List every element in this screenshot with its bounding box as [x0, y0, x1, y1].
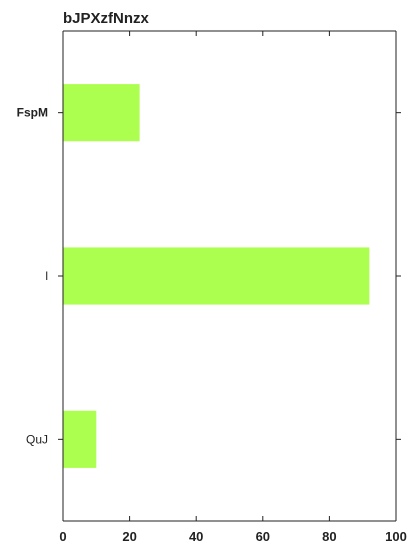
chart-title: bJPXzfNnzx: [63, 10, 150, 27]
x-tick-label-60: 60: [256, 529, 270, 544]
bar-2: [63, 247, 369, 304]
y-tick-label-1: FspM: [17, 106, 48, 120]
x-tick-label-40: 40: [189, 529, 203, 544]
x-tick-label-80: 80: [322, 529, 336, 544]
x-tick-label-20: 20: [122, 529, 136, 544]
x-tick-label-0: 0: [59, 529, 66, 544]
plot-area: FspM l QuJ 0 20 40 60 80 100: [17, 31, 407, 544]
x-tick-label-100: 100: [385, 529, 407, 544]
bar-1: [63, 84, 140, 141]
bar-3: [63, 411, 96, 468]
y-tick-label-2: l: [45, 269, 48, 283]
y-tick-label-3: QuJ: [26, 432, 48, 446]
